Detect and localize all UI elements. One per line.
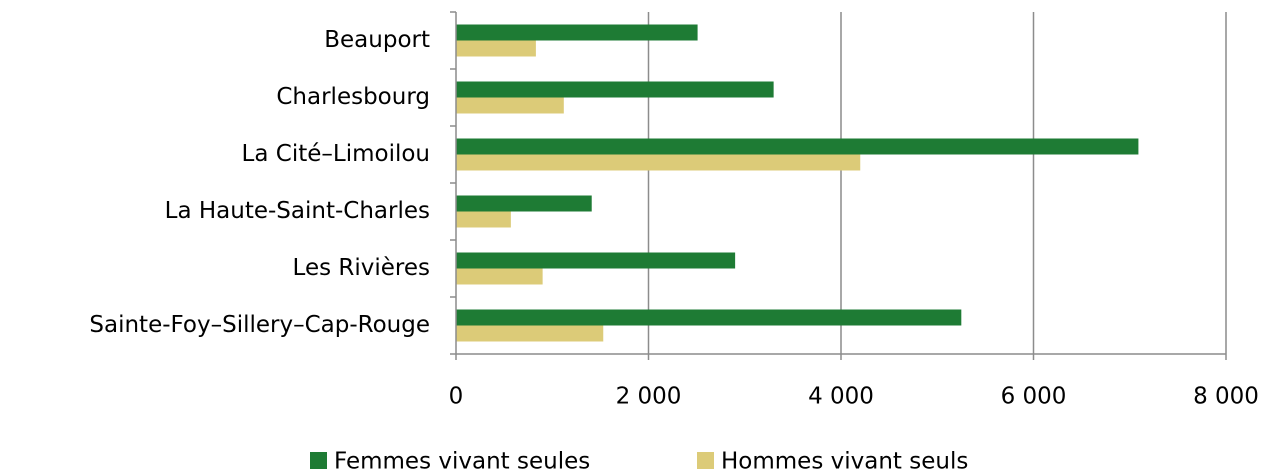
bar (456, 325, 604, 342)
bar (456, 24, 698, 41)
legend-swatch (310, 452, 327, 469)
bar (456, 268, 543, 285)
bar (456, 211, 511, 228)
legend-swatch (697, 452, 714, 469)
x-tick-label: 8 000 (1193, 384, 1259, 410)
y-tick-label: Sainte-Foy–Sillery–Cap-Rouge (89, 312, 430, 338)
y-tick-label: Charlesbourg (276, 84, 430, 110)
bar (456, 81, 774, 98)
legend-label: Hommes vivant seuls (721, 449, 968, 475)
bar (456, 195, 592, 212)
legend-label: Femmes vivant seules (334, 449, 590, 475)
x-tick-label: 6 000 (1001, 384, 1067, 410)
y-tick-label: Les Rivières (293, 255, 430, 281)
bar (456, 252, 736, 269)
bar (456, 97, 564, 114)
bar (456, 154, 861, 171)
bar (456, 309, 962, 326)
x-tick-label: 0 (449, 384, 464, 410)
bar (456, 40, 536, 57)
y-tick-label: La Cité–Limoilou (242, 141, 430, 167)
y-tick-label: La Haute-Saint-Charles (165, 198, 430, 224)
x-tick-label: 4 000 (808, 384, 874, 410)
y-tick-label: Beauport (324, 27, 430, 53)
bar (456, 138, 1139, 155)
x-tick-label: 2 000 (616, 384, 682, 410)
